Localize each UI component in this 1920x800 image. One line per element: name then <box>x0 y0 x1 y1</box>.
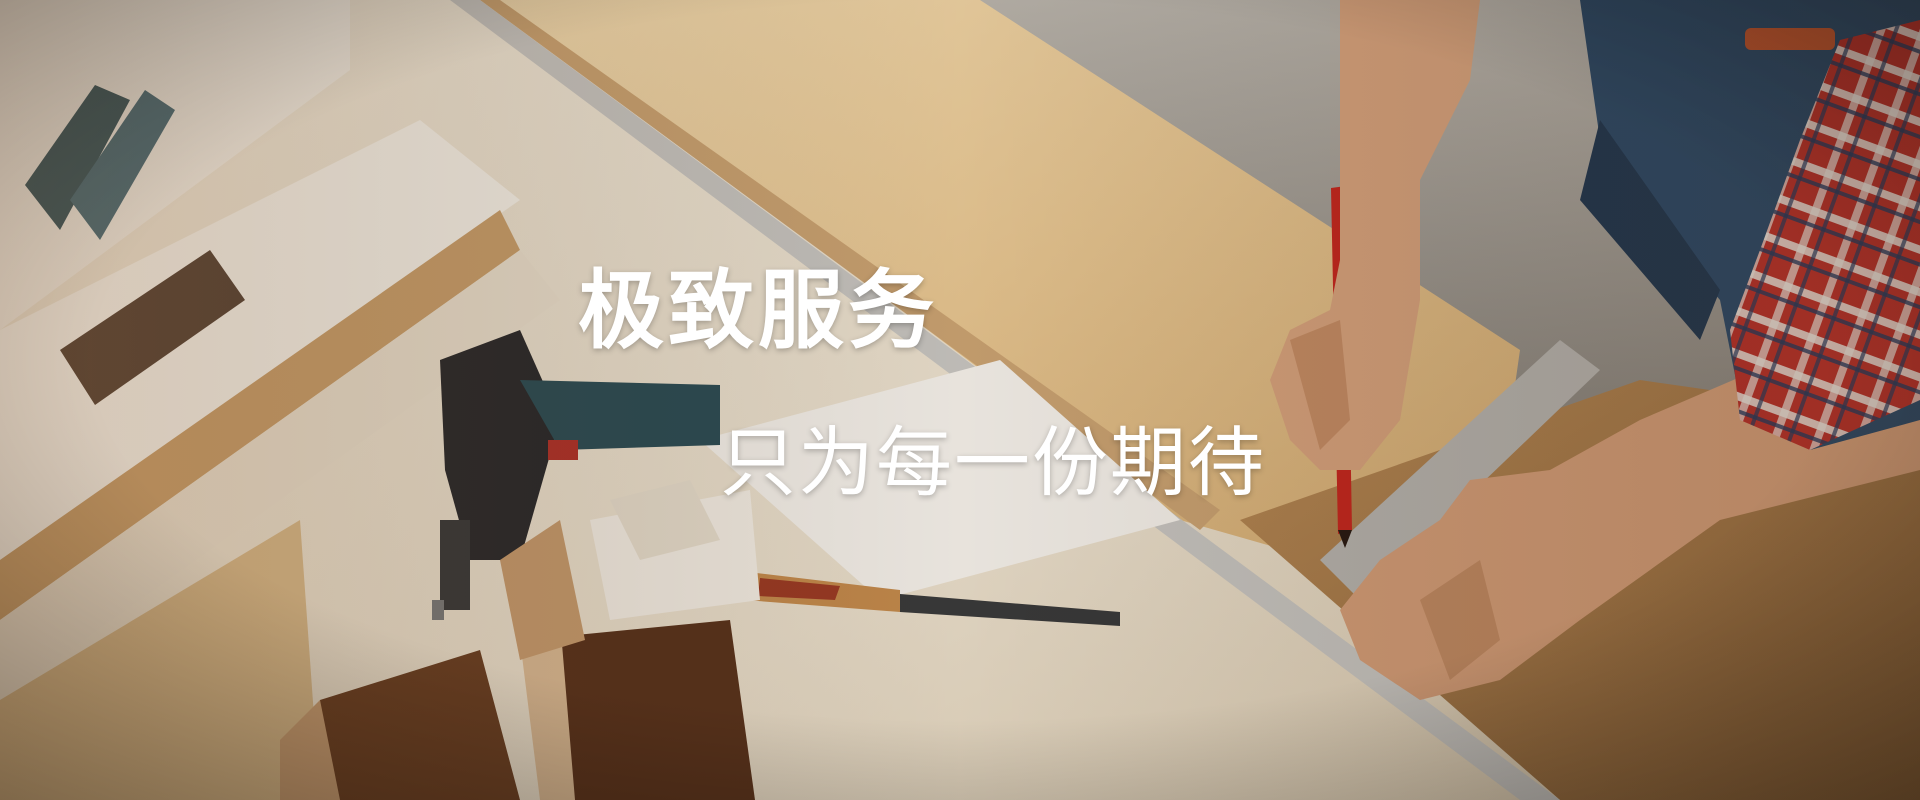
banner-subline: 只为每一份期待 <box>720 418 1266 507</box>
banner-headline: 极致服务 <box>578 261 938 361</box>
